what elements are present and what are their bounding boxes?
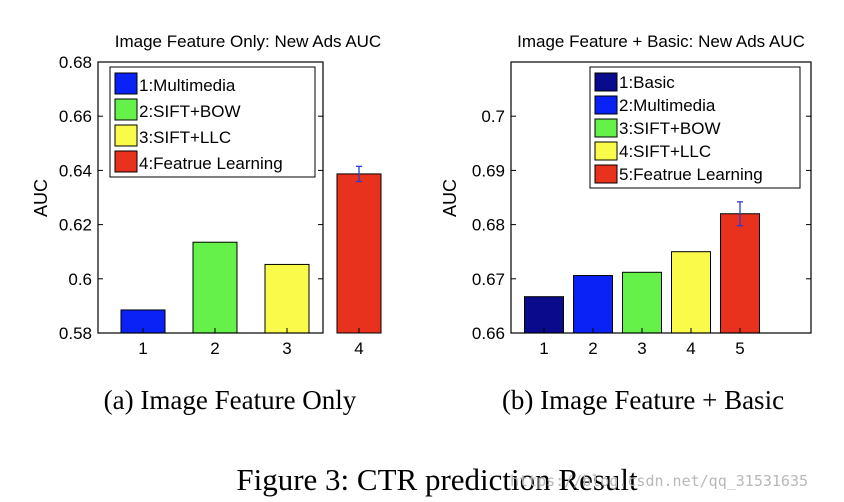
plot-frame: [97, 61, 324, 334]
chart-image-feature-only: Image Feature Only: New Ads AUC AUC 0.58…: [31, 32, 382, 358]
legend-swatch: [114, 150, 138, 173]
y-tick-labels: 0.66 0.67 0.68 0.69 0.7: [472, 107, 811, 343]
legend-label: 2:Multimedia: [619, 96, 716, 115]
bars: [120, 165, 382, 334]
y-tick-label: 0.69: [472, 161, 505, 180]
y-tick-label: 0.6: [68, 270, 92, 289]
legend-label: 3:SIFT+LLC: [139, 128, 231, 147]
x-tick-labels: 1 2 3 4 5: [539, 328, 745, 358]
legend: 1:Basic 2:Multimedia 3:SIFT+BOW 4:SIFT+LLC 5…: [589, 66, 801, 189]
subcaption-a: (a) Image Feature Only: [104, 385, 357, 415]
legend-label: 4:Featrue Learning: [139, 154, 283, 173]
bar-2: [192, 241, 238, 334]
bar-3: [264, 263, 310, 334]
x-tick-label: 2: [588, 339, 597, 358]
figure-caption: Figure 3: CTR prediction Result: [236, 462, 638, 497]
legend-swatch: [594, 72, 618, 92]
y-tick-label: 0.7: [481, 107, 505, 126]
x-tick-label: 1: [138, 339, 147, 358]
legend-swatch: [114, 124, 138, 147]
x-tick-label: 3: [282, 339, 291, 358]
x-tick-label: 5: [735, 339, 744, 358]
y-tick-label: 0.68: [472, 216, 505, 235]
x-tick-label: 2: [210, 339, 219, 358]
bar-4: [671, 251, 711, 334]
y-tick-label: 0.58: [59, 324, 92, 343]
y-tick-label: 0.66: [59, 107, 92, 126]
legend-label: 3:SIFT+BOW: [619, 119, 721, 138]
x-tick-label: 3: [637, 339, 646, 358]
legend-swatch: [594, 118, 618, 138]
bars: [524, 201, 760, 334]
bar-5: [720, 213, 760, 334]
legend-label: 1:Basic: [619, 73, 675, 92]
legend-label: 4:SIFT+LLC: [619, 142, 711, 161]
bar-1: [524, 296, 564, 334]
legend: 1:Multimedia 2:SIFT+BOW 3:SIFT+LLC 4:Featru…: [109, 66, 316, 178]
legend-swatch: [594, 141, 618, 161]
legend-swatch: [114, 72, 138, 95]
x-tick-label: 4: [354, 339, 363, 358]
bar-4: [336, 173, 382, 334]
subcaption-b: (b) Image Feature + Basic: [502, 385, 784, 415]
bar-2: [573, 275, 613, 334]
x-tick-label: 4: [686, 339, 695, 358]
legend-label: 1:Multimedia: [139, 76, 236, 95]
y-tick-label: 0.67: [472, 270, 505, 289]
plot-frame: [510, 61, 812, 334]
legend-label: 2:SIFT+BOW: [139, 102, 241, 121]
chart-title: Image Feature + Basic: New Ads AUC: [517, 32, 805, 51]
y-tick-labels: 0.58 0.6 0.62 0.64 0.66 0.68: [59, 53, 323, 343]
legend-swatch: [114, 98, 138, 121]
y-tick-label: 0.62: [59, 216, 92, 235]
chart-title: Image Feature Only: New Ads AUC: [115, 32, 381, 51]
legend-label: 5:Featrue Learning: [619, 165, 763, 184]
chart-image-feature-plus-basic: Image Feature + Basic: New Ads AUC AUC 0…: [440, 32, 812, 358]
legend-swatch: [594, 164, 618, 184]
y-tick-label: 0.68: [59, 53, 92, 72]
legend-box: [109, 66, 316, 178]
y-tick-label: 0.66: [472, 324, 505, 343]
x-tick-labels: 1 2 3 4: [138, 328, 364, 358]
x-tick-label: 1: [539, 339, 548, 358]
legend-swatch: [594, 95, 618, 115]
watermark: https://blog.csdn.net/qq_31531635: [510, 472, 808, 490]
y-tick-label: 0.64: [59, 161, 92, 180]
y-axis-label: AUC: [31, 179, 51, 217]
legend-box: [589, 66, 801, 189]
bar-3: [622, 271, 662, 334]
y-axis-label: AUC: [440, 179, 460, 217]
